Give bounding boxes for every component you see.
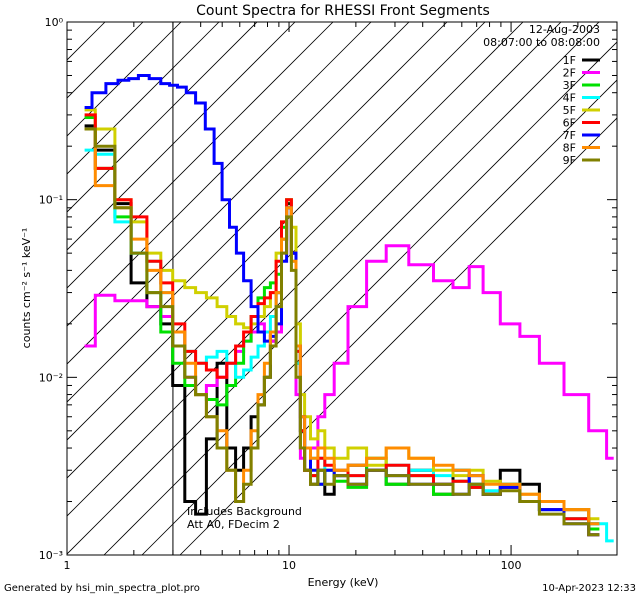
legend-label-5F: 5F	[563, 104, 576, 117]
y-tick-label: 10⁻²	[39, 371, 63, 384]
axes: 1 10 100 10⁰ 10⁻¹ 10⁻² 10⁻³	[39, 16, 618, 572]
hatch-lines	[67, 22, 617, 555]
plot-frame	[66, 21, 618, 556]
time-range-label: 08:07:00 to 08:08:00	[483, 36, 600, 49]
legend-label-7F: 7F	[563, 129, 576, 142]
x-axis-label: Energy (keV)	[308, 576, 379, 589]
x-tick-label: 10	[282, 559, 296, 572]
legend-label-1F: 1F	[563, 54, 576, 67]
footer-timestamp: 10-Apr-2023 12:33	[542, 583, 636, 594]
legend-label-6F: 6F	[563, 117, 576, 130]
y-axis-label: counts cm⁻² s⁻¹ keV⁻¹	[20, 228, 33, 349]
chart-title: Count Spectra for RHESSI Front Segments	[196, 3, 490, 19]
legend-label-4F: 4F	[563, 92, 576, 105]
annotation-attenuator: Att A0, FDecim 2	[187, 518, 280, 531]
annotation-background: Includes Background	[187, 505, 302, 518]
legend-label-2F: 2F	[563, 67, 576, 80]
y-tick-label: 10⁻³	[39, 549, 63, 562]
legend-label-9F: 9F	[563, 154, 576, 167]
x-tick-label: 1	[64, 559, 71, 572]
series-layer	[84, 74, 614, 543]
x-tick-label: 100	[501, 559, 522, 572]
y-tick-label: 10⁻¹	[39, 194, 63, 207]
footer-generated-by: Generated by hsi_min_spectra_plot.pro	[4, 583, 200, 594]
series-line-2F	[84, 206, 614, 472]
series-line-3F	[84, 116, 600, 531]
legend-label-3F: 3F	[563, 79, 576, 92]
date-label: 12-Aug-2003	[529, 23, 600, 36]
y-tick-label: 10⁰	[45, 16, 64, 29]
legend-label-8F: 8F	[563, 142, 576, 155]
series-line-9F	[84, 127, 600, 537]
hatched-region	[67, 22, 617, 555]
